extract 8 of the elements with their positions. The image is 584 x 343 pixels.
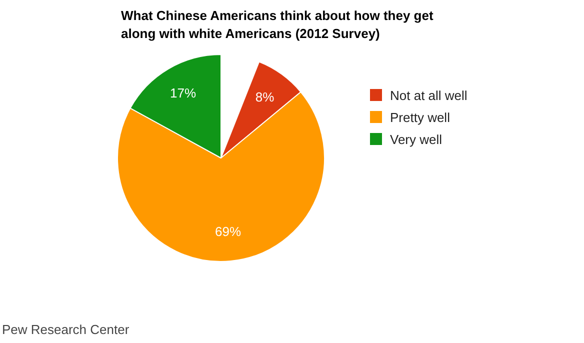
data-label: 8% (255, 89, 275, 104)
chart-title: What Chinese Americans think about how they get along with white Americans (2012 Survey) (121, 7, 434, 43)
legend-label: Pretty well (390, 110, 450, 124)
data-label: 17% (170, 85, 197, 100)
data-label: 69% (214, 224, 242, 239)
text: Pew Research Center (2, 322, 130, 337)
legend-label: Not at all well (390, 88, 468, 102)
legend-label: Very well (390, 132, 442, 146)
